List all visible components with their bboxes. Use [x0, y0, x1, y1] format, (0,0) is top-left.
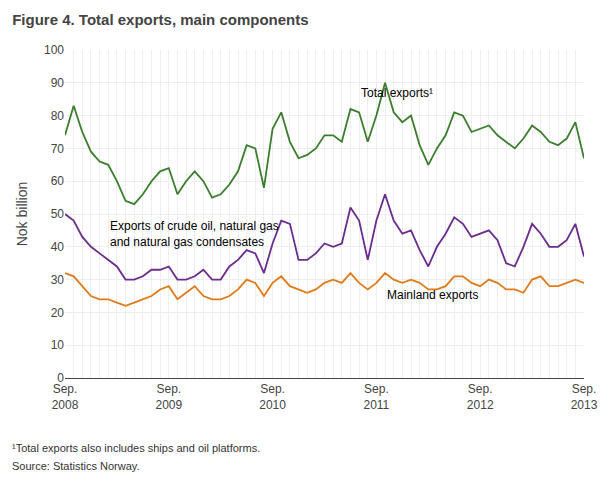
- svg-text:¹Total exports also includes s: ¹Total exports also includes ships and o…: [12, 442, 260, 454]
- svg-text:Source: Statistics Norway.: Source: Statistics Norway.: [12, 460, 140, 472]
- svg-text:80: 80: [51, 109, 65, 123]
- svg-text:Figure 4. Total exports, main: Figure 4. Total exports, main components: [12, 11, 308, 28]
- svg-text:Sep.2012: Sep.2012: [467, 382, 494, 412]
- svg-text:70: 70: [51, 142, 65, 156]
- svg-text:Sep.2008: Sep.2008: [52, 382, 79, 412]
- svg-text:100: 100: [44, 43, 64, 57]
- svg-text:Sep.2009: Sep.2009: [155, 382, 182, 412]
- svg-text:40: 40: [51, 240, 65, 254]
- svg-text:Total exports¹: Total exports¹: [361, 86, 433, 100]
- svg-text:50: 50: [51, 207, 65, 221]
- svg-text:Mainland exports: Mainland exports: [387, 288, 478, 302]
- svg-text:10: 10: [51, 338, 65, 352]
- svg-text:90: 90: [51, 76, 65, 90]
- svg-text:0: 0: [57, 371, 64, 385]
- svg-text:Nok billion: Nok billion: [14, 182, 30, 247]
- svg-text:30: 30: [51, 273, 65, 287]
- svg-text:Sep.2010: Sep.2010: [259, 382, 286, 412]
- svg-text:60: 60: [51, 174, 65, 188]
- svg-text:20: 20: [51, 306, 65, 320]
- svg-text:Exports of crude oil, natural: Exports of crude oil, natural gasand nat…: [110, 219, 279, 249]
- svg-text:Sep.2011: Sep.2011: [363, 382, 389, 412]
- svg-text:Sep.2013: Sep.2013: [571, 382, 598, 412]
